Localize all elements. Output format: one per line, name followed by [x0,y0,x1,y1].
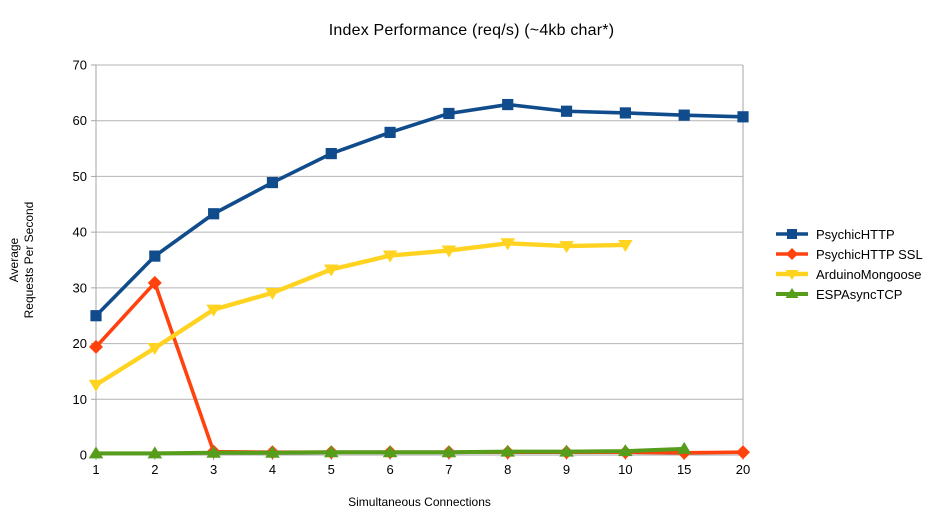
data-point-marker [676,441,692,454]
data-point-marker [323,445,339,458]
data-point-marker [678,109,690,121]
data-point-marker [88,379,104,392]
data-point-marker [149,250,161,262]
legend-key-diamond-icon [776,248,808,260]
data-point-marker [208,208,220,220]
x-tick-label: 2 [151,462,158,477]
y-tick-label: 10 [73,392,87,407]
data-point-marker [618,444,633,457]
data-point-marker [382,445,398,458]
data-point-marker [619,107,631,119]
legend-item-PsychicHTTP-SSL: PsychicHTTP SSL [775,244,923,264]
x-tick-label: 20 [736,462,750,477]
data-point-marker [559,444,574,457]
x-tick-label: 15 [677,462,691,477]
data-point-marker [265,445,280,458]
legend-key-triangle-up-icon [776,288,808,298]
series-ESPAsyncTCP [88,441,692,459]
data-point-marker [88,446,104,459]
x-tick-label: 3 [210,462,217,477]
x-axis-title: Simultaneous Connections [348,495,491,509]
x-tick-label: 5 [328,462,335,477]
data-point-marker [384,126,396,139]
data-point-marker [441,445,457,458]
data-point-marker [266,176,279,189]
data-point-marker [502,98,514,111]
data-point-marker [147,446,163,459]
y-tick-label: 40 [73,225,87,240]
series-line [93,241,628,387]
data-point-marker [325,147,337,160]
data-point-marker [736,445,750,460]
data-point-marker [443,107,455,120]
data-point-marker [265,287,280,300]
data-point-marker [323,264,339,277]
data-point-marker [147,275,162,290]
y-tick-label: 60 [73,113,87,128]
data-point-marker [559,241,574,254]
x-tick-label: 7 [445,462,452,477]
x-tick-label: 4 [269,462,276,477]
data-point-marker [500,238,516,251]
x-tick-label: 10 [618,462,632,477]
series-ArduinoMongoose [88,238,633,392]
legend-label: ArduinoMongoose [816,266,922,282]
series-PsychicHTTP [90,98,749,322]
legend-label: ESPAsyncTCP [816,286,903,302]
legend-label: PsychicHTTP [816,226,895,242]
chart-title: Index Performance (req/s) (~4kb char*) [328,22,615,39]
series-PsychicHTTP-SSL [89,275,750,460]
x-tick-label: 8 [504,462,511,477]
data-point-marker [737,111,749,123]
y-tick-label: 70 [73,58,87,73]
data-point-marker [382,250,398,263]
data-point-marker [560,105,573,117]
y-tick-label: 30 [73,280,87,295]
legend-label: PsychicHTTP SSL [816,246,923,262]
x-tick-label: 9 [563,462,570,477]
data-point-marker [206,304,221,317]
data-point-marker [618,239,633,252]
legend-item-ArduinoMongoose: ArduinoMongoose [775,264,923,284]
data-point-marker [500,444,516,457]
legend-item-ESPAsyncTCP: ESPAsyncTCP [775,284,923,304]
data-point-marker [89,339,103,354]
y-tick-label: 0 [80,448,87,463]
y-tick-label: 20 [73,336,87,351]
data-point-marker [441,245,457,258]
y-tick-label: 50 [73,169,87,184]
series-line [94,281,745,455]
data-point-marker [90,310,102,322]
series-line [94,102,745,318]
legend-key-triangle-down-icon [776,270,808,280]
x-tick-label: 6 [386,462,393,477]
legend: PsychicHTTP PsychicHTTP SSL ArduinoMongoos… [775,224,923,304]
data-point-marker [147,343,163,356]
legend-key-square-icon [776,229,808,239]
data-point-marker [206,445,221,458]
x-tick-label: 1 [92,462,99,477]
tick-labels: 0 10 20 30 40 50 60 70 1 2 3 4 5 6 7 8 9 10 15 20 [73,58,751,478]
legend-item-PsychicHTTP: PsychicHTTP [775,224,923,244]
